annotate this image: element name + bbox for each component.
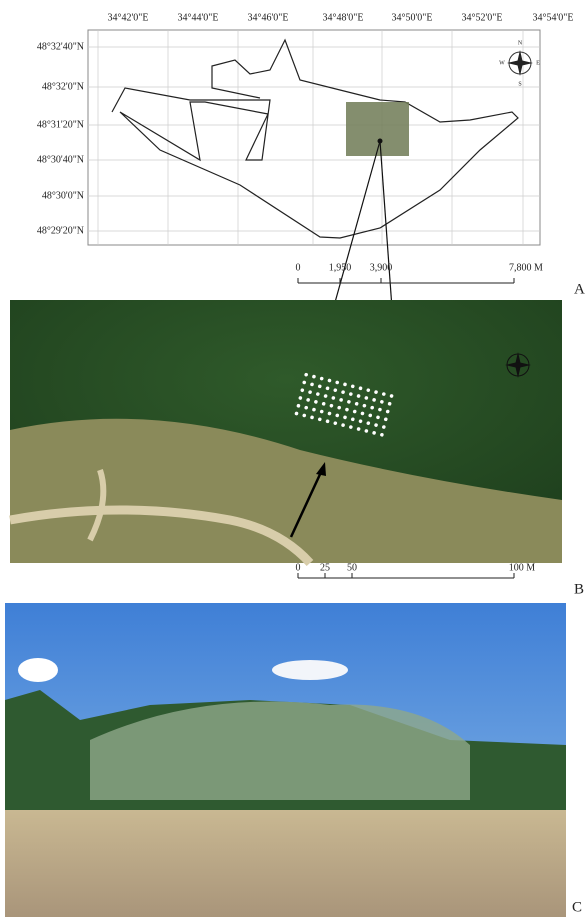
map-a [88, 30, 540, 245]
scale-label: 0 [296, 262, 301, 273]
scale-label: 25 [320, 562, 330, 573]
scale-label: 7,800 M [509, 262, 543, 273]
longitude-label: 34°46'0"E [248, 12, 289, 23]
longitude-label: 34°48'0"E [323, 12, 364, 23]
scale-label: 0 [296, 562, 301, 573]
compass-letter: W [499, 60, 505, 66]
latitude-label: 48°30'40"N [37, 154, 84, 165]
longitude-label: 34°54'0"E [533, 12, 574, 23]
longitude-label: 34°50'0"E [392, 12, 433, 23]
latitude-label: 48°29'20"N [37, 225, 84, 236]
aerial-b [10, 300, 562, 563]
scale-label: 1,950 [329, 262, 352, 273]
compass-letter: N [518, 40, 523, 46]
longitude-label: 34°42'0"E [108, 12, 149, 23]
panel-label: B [574, 581, 584, 597]
compass-letter: S [518, 81, 521, 87]
latitude-label: 48°32'0"N [42, 81, 84, 92]
latitude-label: 48°31'20"N [37, 119, 84, 130]
scale-label: 3,900 [370, 262, 393, 273]
latitude-label: 48°30'0"N [42, 190, 84, 201]
photo-c [5, 603, 566, 917]
figure: 34°42'0"E 34°44'0"E 34°46'0"E 34°48'0"E 34°5… [0, 0, 587, 917]
panel-label: C [572, 899, 582, 915]
compass-letter: E [536, 60, 540, 66]
longitude-label: 34°52'0"E [462, 12, 503, 23]
scale-label: 50 [347, 562, 357, 573]
latitude-label: 48°32'40"N [37, 41, 84, 52]
scale-label: 100 M [509, 562, 536, 573]
longitude-label: 34°44'0"E [178, 12, 219, 23]
panel-label: A [574, 281, 585, 297]
